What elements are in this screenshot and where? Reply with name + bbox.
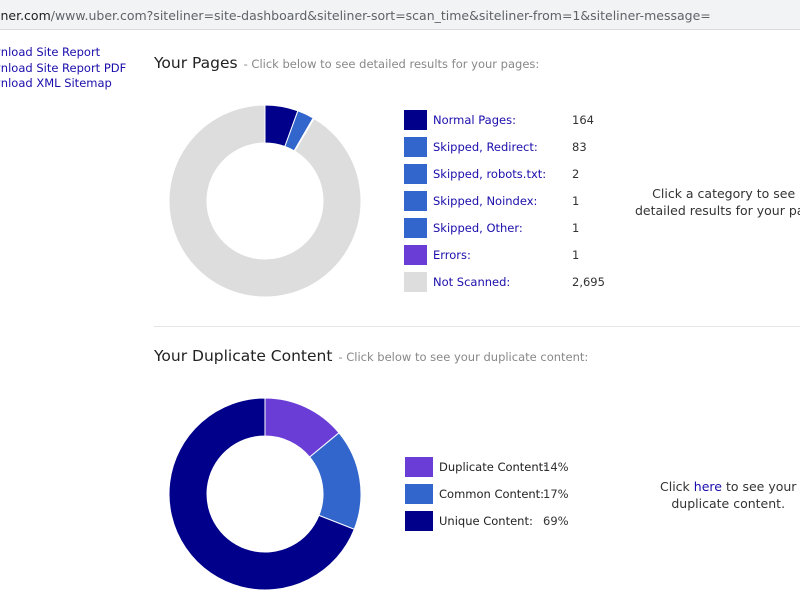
pages-hint-line2: detailed results for your pag bbox=[635, 202, 800, 218]
pages-legend-label-1: Skipped, Redirect: bbox=[433, 140, 538, 154]
pages-legend-value-0: 164 bbox=[572, 113, 594, 127]
pages-legend-label-0: Normal Pages: bbox=[433, 113, 516, 127]
duplicate-content-subtitle: - Click below to see your duplicate cont… bbox=[338, 350, 589, 364]
url-host: iner.com bbox=[0, 8, 51, 23]
pages-legend-swatch-4 bbox=[404, 218, 427, 238]
pages-legend-swatch-1 bbox=[404, 137, 427, 157]
duplicate-legend-swatch-0 bbox=[405, 457, 433, 477]
duplicate-legend-label-2: Unique Content: bbox=[439, 514, 533, 528]
pages-legend-label-2: Skipped, robots.txt: bbox=[433, 167, 547, 181]
duplicate-legend-value-1: 17% bbox=[543, 487, 569, 501]
pages-legend-value-2: 2 bbox=[572, 167, 580, 181]
pages-hint: Click a category to see detailed results… bbox=[635, 186, 800, 219]
duplicate-legend-value-0: 14% bbox=[543, 460, 569, 474]
pages-donut-chart[interactable] bbox=[168, 104, 362, 298]
duplicate-content-title: Your Duplicate Content bbox=[154, 347, 333, 365]
url-path: /www.uber.com?siteliner=site-dashboard&s… bbox=[50, 8, 711, 23]
pages-legend-label-3: Skipped, Noindex: bbox=[433, 194, 538, 208]
pages-legend-label-4: Skipped, Other: bbox=[433, 221, 523, 235]
duplicate-content-heading: Your Duplicate Content - Click below to s… bbox=[154, 347, 588, 365]
duplicate-hint-prefix: Click bbox=[660, 479, 690, 494]
pages-legend-value-6: 2,695 bbox=[572, 275, 605, 289]
your-pages-title: Your Pages bbox=[154, 54, 238, 72]
pages-legend-swatch-5 bbox=[404, 245, 427, 265]
pages-legend-swatch-3 bbox=[404, 191, 427, 211]
pages-legend-label-5: Errors: bbox=[433, 248, 471, 262]
section-divider bbox=[154, 326, 800, 327]
duplicate-hint: Click here to see your duplicate content… bbox=[660, 479, 796, 512]
pages-legend-value-1: 83 bbox=[572, 140, 587, 154]
duplicate-slice-2[interactable] bbox=[168, 397, 355, 591]
duplicate-here-link[interactable]: here bbox=[693, 479, 722, 494]
duplicate-legend-swatch-2 bbox=[405, 511, 433, 531]
pages-hint-line1: Click a category to see bbox=[652, 186, 796, 201]
pages-legend-value-5: 1 bbox=[572, 248, 580, 262]
download-site-report-pdf-link[interactable]: vnload Site Report PDF bbox=[0, 60, 127, 75]
url-text[interactable]: iner.com/www.uber.com?siteliner=site-das… bbox=[0, 8, 711, 23]
duplicate-legend-swatch-1 bbox=[405, 484, 433, 504]
duplicate-hint-suffix: to see your bbox=[725, 479, 797, 494]
pages-legend-label-6: Not Scanned: bbox=[433, 275, 511, 289]
duplicate-hint-line2: duplicate content. bbox=[671, 495, 786, 511]
duplicate-donut-chart[interactable] bbox=[168, 397, 362, 591]
address-bar[interactable]: iner.com/www.uber.com?siteliner=site-das… bbox=[0, 0, 800, 30]
pages-legend-swatch-2 bbox=[404, 164, 427, 184]
sidebar-links: vnload Site Report vnload Site Report PD… bbox=[0, 45, 126, 92]
pages-legend-swatch-6 bbox=[404, 272, 427, 292]
pages-slice-6[interactable] bbox=[168, 104, 362, 298]
your-pages-heading: Your Pages - Click below to see detailed … bbox=[154, 54, 539, 72]
download-xml-sitemap-link[interactable]: vnload XML Sitemap bbox=[0, 76, 112, 90]
download-site-report-link[interactable]: vnload Site Report bbox=[0, 45, 101, 59]
duplicate-legend-label-1: Common Content: bbox=[439, 487, 545, 501]
duplicate-legend-value-2: 69% bbox=[543, 514, 569, 528]
duplicate-legend-label-0: Duplicate Content: bbox=[439, 460, 548, 474]
pages-legend-value-3: 1 bbox=[572, 194, 580, 208]
pages-legend-swatch-0 bbox=[404, 110, 427, 130]
pages-legend-value-4: 1 bbox=[572, 221, 580, 235]
your-pages-subtitle: - Click below to see detailed results fo… bbox=[243, 57, 540, 71]
